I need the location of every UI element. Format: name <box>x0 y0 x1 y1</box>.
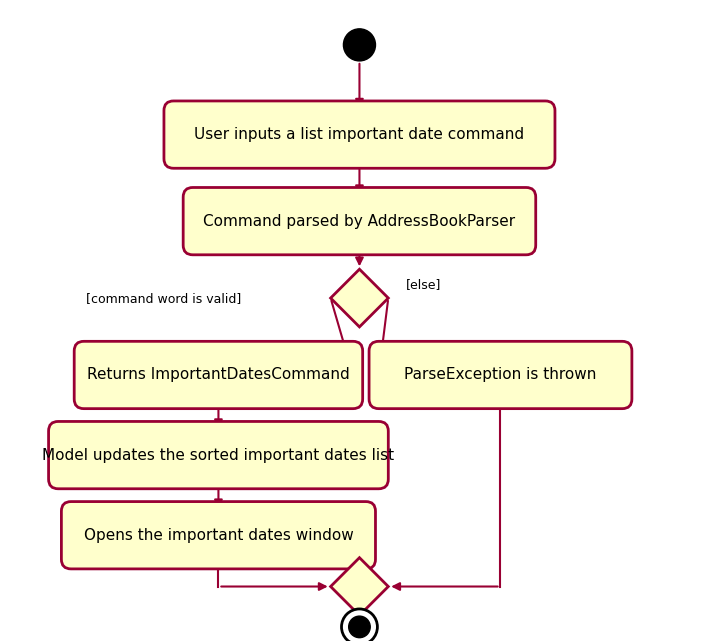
FancyBboxPatch shape <box>49 422 389 489</box>
Text: ParseException is thrown: ParseException is thrown <box>404 367 597 383</box>
Circle shape <box>349 616 370 638</box>
Polygon shape <box>330 269 389 327</box>
Text: User inputs a list important date command: User inputs a list important date comman… <box>194 127 525 142</box>
FancyBboxPatch shape <box>183 188 536 255</box>
Text: Returns ImportantDatesCommand: Returns ImportantDatesCommand <box>87 367 350 383</box>
Text: Command parsed by AddressBookParser: Command parsed by AddressBookParser <box>203 213 515 229</box>
Text: [command word is valid]: [command word is valid] <box>86 292 241 304</box>
Text: Opens the important dates window: Opens the important dates window <box>84 528 353 543</box>
Circle shape <box>343 29 376 61</box>
Text: Model updates the sorted important dates list: Model updates the sorted important dates… <box>43 447 394 463</box>
FancyBboxPatch shape <box>164 101 555 169</box>
FancyBboxPatch shape <box>62 502 376 569</box>
Text: [else]: [else] <box>406 278 441 291</box>
Polygon shape <box>330 558 389 615</box>
FancyBboxPatch shape <box>369 342 632 409</box>
FancyBboxPatch shape <box>74 342 363 409</box>
Circle shape <box>342 609 377 641</box>
